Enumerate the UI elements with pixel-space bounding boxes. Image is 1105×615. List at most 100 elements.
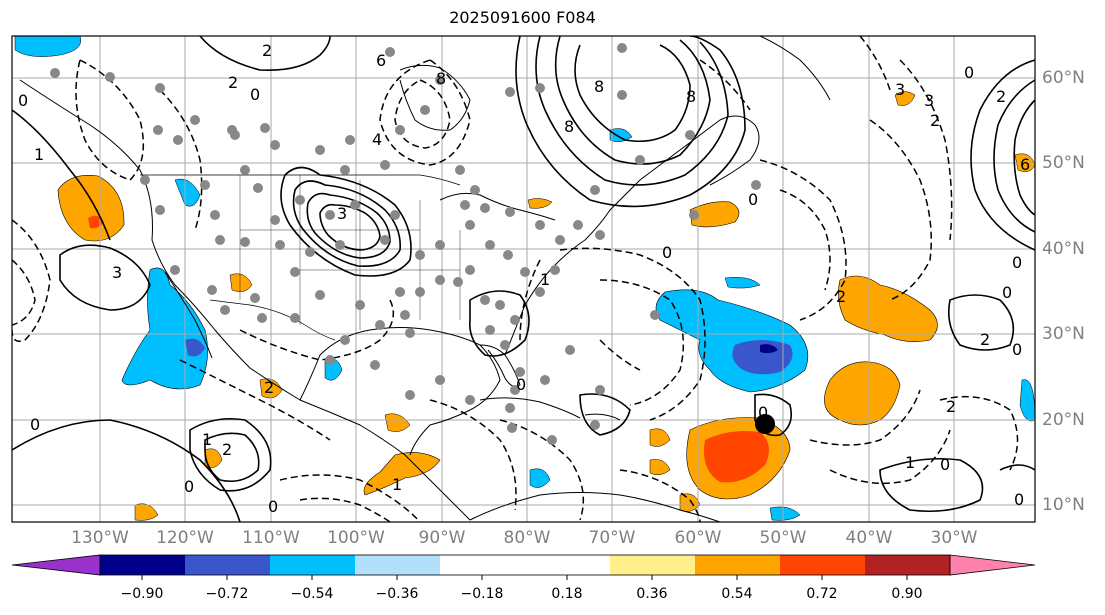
contour-label: 0 (1002, 283, 1012, 302)
shade-blue-atlantic (732, 340, 793, 375)
shaded-regions (14, 36, 1035, 521)
contour-label: 8 (594, 77, 604, 96)
contour-label: 0 (1012, 253, 1022, 272)
shade-cyan-canada (609, 128, 633, 143)
lon-label: 70°W (588, 528, 636, 548)
contour-label: 0 (1012, 340, 1022, 359)
coastlines (19, 36, 831, 522)
lon-label: 80°W (503, 528, 551, 548)
contour-label: 2 (228, 73, 238, 92)
lat-label: 30°N (1042, 324, 1085, 344)
lat-label: 10°N (1042, 495, 1085, 515)
shade-orange-lesser-ant (649, 428, 671, 447)
shade-blue-baja (185, 338, 205, 357)
coast-south-america (469, 492, 721, 522)
shade-cyan-west (174, 178, 201, 207)
map-title: 2025091600 F084 (449, 8, 596, 27)
colorbar-arrow-left (11, 554, 101, 576)
coast-baja (164, 271, 213, 359)
lat-label: 40°N (1042, 239, 1085, 259)
contour-label: 2 (262, 41, 272, 60)
contour-label: 2 (980, 330, 990, 349)
shade-cyan-baja (121, 267, 208, 390)
coast-canada-east (679, 115, 760, 186)
border-us-mexico (209, 299, 336, 341)
coast-north-america-west (19, 79, 471, 521)
shade-cyan-atlantic (655, 289, 809, 393)
gridlines (12, 36, 1035, 522)
shade-cyan-small-atl (724, 277, 761, 289)
coast-hudson-bay (399, 64, 471, 131)
shade-orange-east-2 (824, 361, 901, 426)
coast-cuba (479, 397, 581, 419)
shade-orange-ne-small (527, 198, 553, 209)
shade-orange-central-am (363, 452, 441, 496)
contour-label: 0 (250, 85, 260, 104)
shade-navy-atlantic (760, 344, 778, 354)
contour-labels: 2 2 6 8 8 8 8 0 2 3 2 6 0 3 4 1 0 3 0 1 … (18, 41, 1030, 516)
lat-label: 50°N (1042, 153, 1085, 173)
storm-center-marker (755, 414, 775, 434)
contour-label: 0 (268, 497, 278, 516)
shade-orange-yucatan (384, 413, 411, 432)
contour-label: 0 (184, 477, 194, 496)
contour-label: 0 (964, 63, 974, 82)
shade-orange-topright (894, 91, 916, 106)
shade-cyan-topleft (14, 36, 82, 57)
contour-label: 1 (905, 453, 915, 472)
map-frame (11, 35, 1036, 523)
shade-orange-pacific-nw (57, 175, 125, 242)
colorbar-segment (695, 555, 780, 575)
contour-label: 2 (946, 397, 956, 416)
contour-label: 0 (758, 403, 768, 422)
contours-dashed (12, 36, 1019, 522)
contour-label: 2 (996, 87, 1006, 106)
coast-florida (479, 344, 521, 387)
shade-orange-carib-s (649, 459, 671, 476)
contour-label: 4 (372, 130, 382, 149)
contour-label: 0 (748, 190, 758, 209)
shade-red-hurricane (704, 431, 769, 483)
shade-orange-ne (689, 201, 740, 228)
contour-label: 3 (924, 91, 934, 110)
colorbar-segment (440, 555, 610, 575)
colorbar-arrow-right (949, 554, 1036, 576)
contour-label: 0 (940, 455, 950, 474)
lon-label: 30°W (930, 528, 978, 548)
contour-label: 6 (1020, 155, 1030, 174)
contour-label: 0 (516, 375, 526, 394)
lon-label: 110°W (242, 528, 300, 548)
contour-label: 3 (337, 204, 347, 223)
colorbar-segment (355, 555, 440, 575)
colorbar-segment (185, 555, 270, 575)
coast-east-us (504, 149, 681, 356)
colorbar-tick-label: −0.90 (120, 586, 164, 602)
contour-label: 1 (392, 475, 402, 494)
coast-greenland (759, 36, 831, 101)
contour-label: 1 (202, 430, 212, 449)
shade-orange-sa (679, 493, 701, 512)
shade-orange-mexico (229, 273, 253, 292)
contour-label: 1 (540, 270, 550, 289)
lon-label: 130°W (71, 528, 129, 548)
colorbar-tick-label: 0.18 (551, 586, 583, 602)
contour-label: 3 (895, 80, 905, 99)
contour-label: 2 (930, 111, 940, 130)
shade-orange-bottom-left (134, 503, 159, 521)
station-dots (50, 43, 761, 445)
lon-label: 60°W (674, 528, 722, 548)
colorbar-tick-label: 0.72 (806, 586, 838, 602)
contour-label: 2 (264, 378, 274, 397)
colorbar-frame (99, 554, 951, 576)
contour-label: 8 (686, 87, 696, 106)
colorbar-segment (865, 555, 950, 575)
state-lines (239, 175, 461, 330)
contour-label: 8 (564, 117, 574, 136)
lon-label: 40°W (845, 528, 893, 548)
lon-label: 50°W (759, 528, 807, 548)
contour-label: 1 (34, 145, 44, 164)
shade-cyan-bottom (769, 506, 801, 521)
coast-gulf-of-mexico (299, 327, 501, 456)
coast-hispaniola (584, 413, 621, 421)
